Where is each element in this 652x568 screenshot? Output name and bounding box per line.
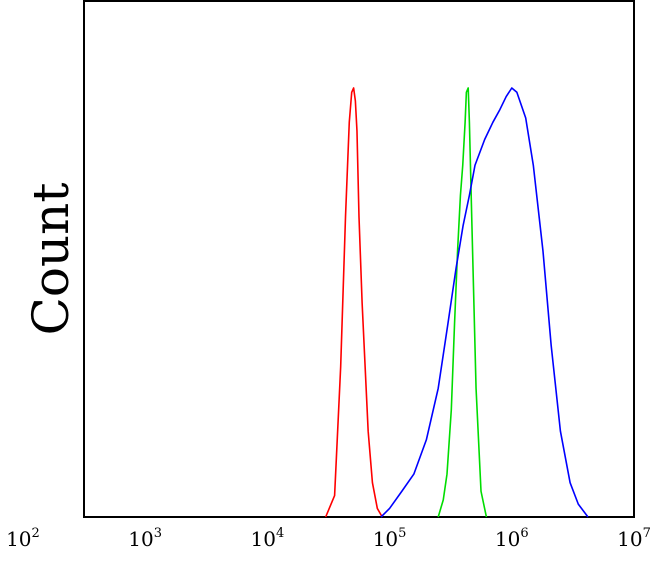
x-tick-exponent: 5 [398,526,406,541]
y-axis-label: Count [22,183,80,336]
x-tick-label-4: 104 [250,526,284,551]
x-tick-base: 10 [373,527,398,551]
plot-frame [83,0,635,518]
series-layer [324,87,589,518]
x-tick-base: 10 [250,527,275,551]
x-tick-label-2: 102 [6,526,40,551]
x-tick-label-3: 103 [128,526,162,551]
x-tick-layer: 102 103 104 105 106 107 [6,526,651,551]
x-tick-base: 10 [6,527,31,551]
x-tick-label-6: 106 [495,526,529,551]
x-tick-exponent: 6 [520,526,528,541]
x-tick-base: 10 [617,527,642,551]
histogram-series-line-2 [437,87,488,518]
x-tick-exponent: 2 [32,526,40,541]
x-tick-base: 10 [128,527,153,551]
x-tick-exponent: 3 [154,526,162,541]
histogram-series-line-3 [380,87,589,518]
x-tick-base: 10 [495,527,520,551]
x-tick-exponent: 7 [643,526,651,541]
x-tick-exponent: 4 [276,526,284,541]
x-tick-label-5: 105 [373,526,407,551]
x-tick-label-7: 107 [617,526,651,551]
histogram-series-line-1 [324,87,383,518]
